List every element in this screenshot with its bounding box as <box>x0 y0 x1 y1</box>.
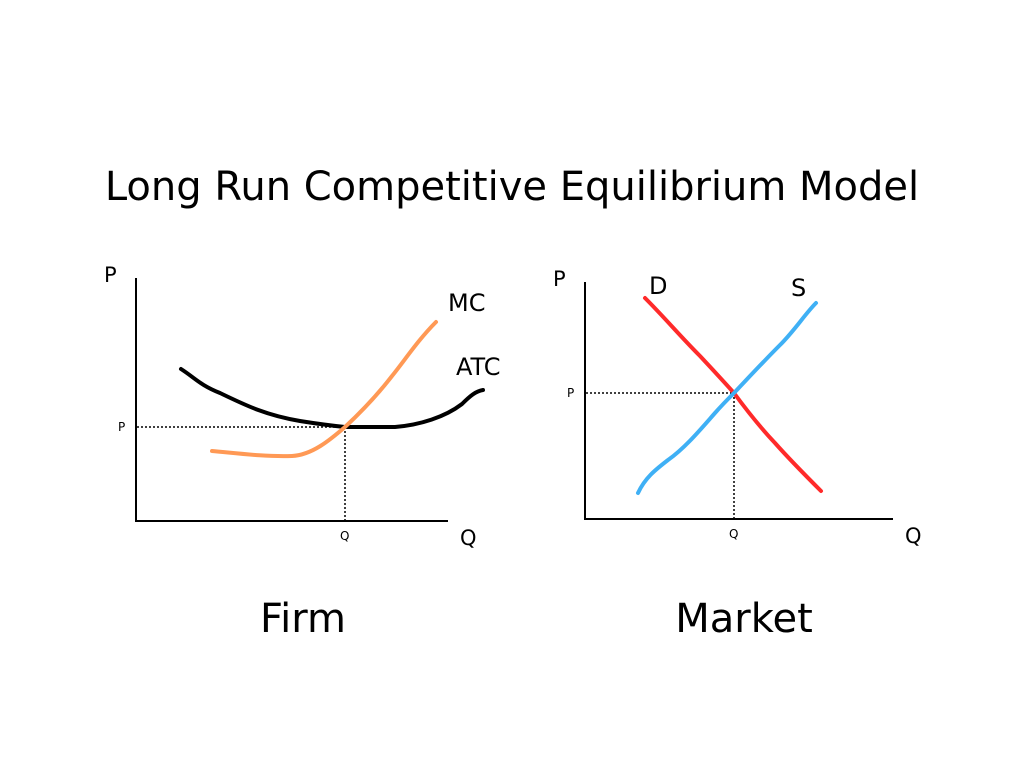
firm-y-axis-label: P <box>104 263 117 287</box>
firm-caption: Firm <box>260 596 346 642</box>
market-x-axis-label: Q <box>905 524 922 548</box>
market-supply-label: S <box>791 274 806 302</box>
firm-atc-curve <box>179 367 485 429</box>
market-caption: Market <box>675 596 813 642</box>
firm-quantity-tick-label: Q <box>340 529 349 543</box>
firm-x-axis-label: Q <box>460 526 477 550</box>
market-price-tick-label: P <box>567 386 574 400</box>
market-supply-curve <box>636 301 818 495</box>
firm-mc-label: MC <box>448 289 485 317</box>
market-quantity-tick-label: Q <box>729 527 738 541</box>
market-demand-label: D <box>649 272 667 300</box>
firm-price-tick-label: P <box>118 420 125 434</box>
firm-atc-label: ATC <box>456 353 501 381</box>
firm-panel: P Q P Q MC ATC Firm <box>104 263 501 642</box>
market-y-axis-label: P <box>553 267 566 291</box>
firm-mc-curve <box>210 320 438 459</box>
market-panel: P Q P Q D S Market <box>553 267 922 642</box>
diagram-title: Long Run Competitive Equilibrium Model <box>105 164 919 210</box>
